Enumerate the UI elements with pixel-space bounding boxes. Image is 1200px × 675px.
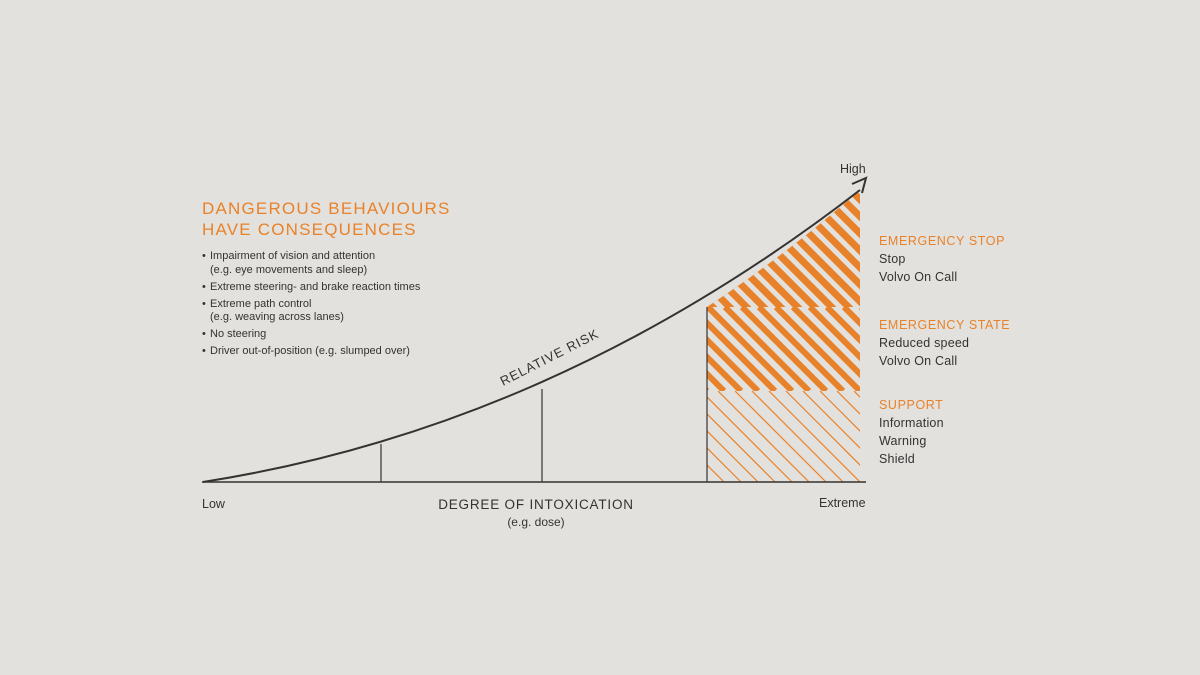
hatch-stripe xyxy=(802,391,860,449)
hatch-stripe xyxy=(751,391,844,482)
hatch-stripe xyxy=(785,391,860,466)
hatch-stripe xyxy=(841,307,860,328)
hatch-stripe xyxy=(773,307,860,391)
hatch-stripe xyxy=(707,464,725,482)
hatch-stripe xyxy=(707,369,727,391)
list-item-text: Extreme steering- and brake reaction tim… xyxy=(210,280,421,293)
hatch-stripe xyxy=(707,352,744,391)
hatch-stripe xyxy=(807,307,860,362)
level-item: Warning xyxy=(879,434,927,448)
hatch-stripe xyxy=(707,335,761,391)
hatch-stripe xyxy=(707,447,742,482)
hatch-stripe xyxy=(739,307,829,391)
hatch-stripe xyxy=(707,190,709,307)
level-emergency-stop: EMERGENCY STOP Stop Volvo On Call xyxy=(879,233,1005,286)
title-line-2: HAVE CONSEQUENCES xyxy=(202,220,417,239)
y-high-label: High xyxy=(840,162,866,176)
hatch-stripe xyxy=(734,391,827,482)
hatch-stripe xyxy=(756,307,846,391)
level-title: EMERGENCY STOP xyxy=(879,234,1006,248)
arrow-head-icon xyxy=(851,176,868,194)
list-item-sub: (e.g. weaving across lanes) xyxy=(210,311,344,323)
level-title: SUPPORT xyxy=(879,398,944,412)
list-item: Impairment of vision and attention (e.g.… xyxy=(202,250,502,277)
hatch-stripe xyxy=(722,307,812,391)
hatch-stripe xyxy=(830,190,860,307)
support-zone xyxy=(599,391,860,482)
list-item-text: Extreme path control xyxy=(210,297,312,310)
hatch-stripe xyxy=(819,391,860,432)
list-item-text: Driver out-of-position (e.g. slumped ove… xyxy=(210,345,410,357)
hatch-stripe xyxy=(836,391,860,415)
hatch-stripe xyxy=(717,391,810,482)
page-title: DANGEROUS BEHAVIOURS HAVE CONSEQUENCES xyxy=(202,198,451,240)
behaviour-list: Impairment of vision and attention (e.g.… xyxy=(202,250,502,362)
hatch-stripe xyxy=(707,413,776,482)
emergency-state-zone xyxy=(606,307,860,391)
hatch-stripe xyxy=(707,430,759,482)
level-item: Volvo On Call xyxy=(879,354,958,368)
risk-curve xyxy=(202,189,861,483)
level-item: Shield xyxy=(879,452,915,466)
title-line-1: DANGEROUS BEHAVIOURS xyxy=(202,199,451,218)
hatch-stripe xyxy=(599,391,690,482)
hatch-stripe xyxy=(707,307,795,391)
list-item-text: Impairment of vision and attention xyxy=(210,250,376,262)
hatch-stripe xyxy=(707,190,777,307)
hatch-stripe xyxy=(707,318,778,391)
list-item: Extreme path control (e.g. weaving acros… xyxy=(202,298,502,325)
list-item: Extreme steering- and brake reaction tim… xyxy=(202,281,502,295)
level-title: EMERGENCY STATE xyxy=(879,318,1011,332)
hatch-stripe xyxy=(790,307,860,379)
hatch-stripe xyxy=(606,307,690,391)
list-item: No steering xyxy=(202,328,502,342)
level-item: Reduced speed xyxy=(879,336,970,350)
hatch-stripe xyxy=(707,190,726,307)
hatch-stripe xyxy=(707,190,743,307)
hatch-stripe xyxy=(707,396,793,482)
hatch-stripe xyxy=(824,307,860,345)
level-item: Volvo On Call xyxy=(879,270,958,284)
x-low-label: Low xyxy=(202,497,226,511)
level-emergency-state: EMERGENCY STATE Reduced speed Volvo On C… xyxy=(879,317,1010,370)
level-item: Information xyxy=(879,416,944,430)
hatch-stripe xyxy=(707,190,794,307)
list-item-text: No steering xyxy=(210,328,267,340)
x-axis-title: DEGREE OF INTOXICATION xyxy=(438,497,634,512)
level-item: Stop xyxy=(879,252,906,266)
list-item-sub: (e.g. eye movements and sleep) xyxy=(210,263,368,276)
hatch-stripe xyxy=(707,190,760,307)
hatch-stripe xyxy=(707,481,708,482)
hatch-stripe xyxy=(560,180,690,310)
hatch-stripe xyxy=(768,391,860,482)
x-axis-subtitle: (e.g. dose) xyxy=(507,515,565,529)
list-item: Driver out-of-position (e.g. slumped ove… xyxy=(202,345,502,359)
level-support: SUPPORT Information Warning Shield xyxy=(879,397,944,468)
x-extreme-label: Extreme xyxy=(819,496,866,510)
